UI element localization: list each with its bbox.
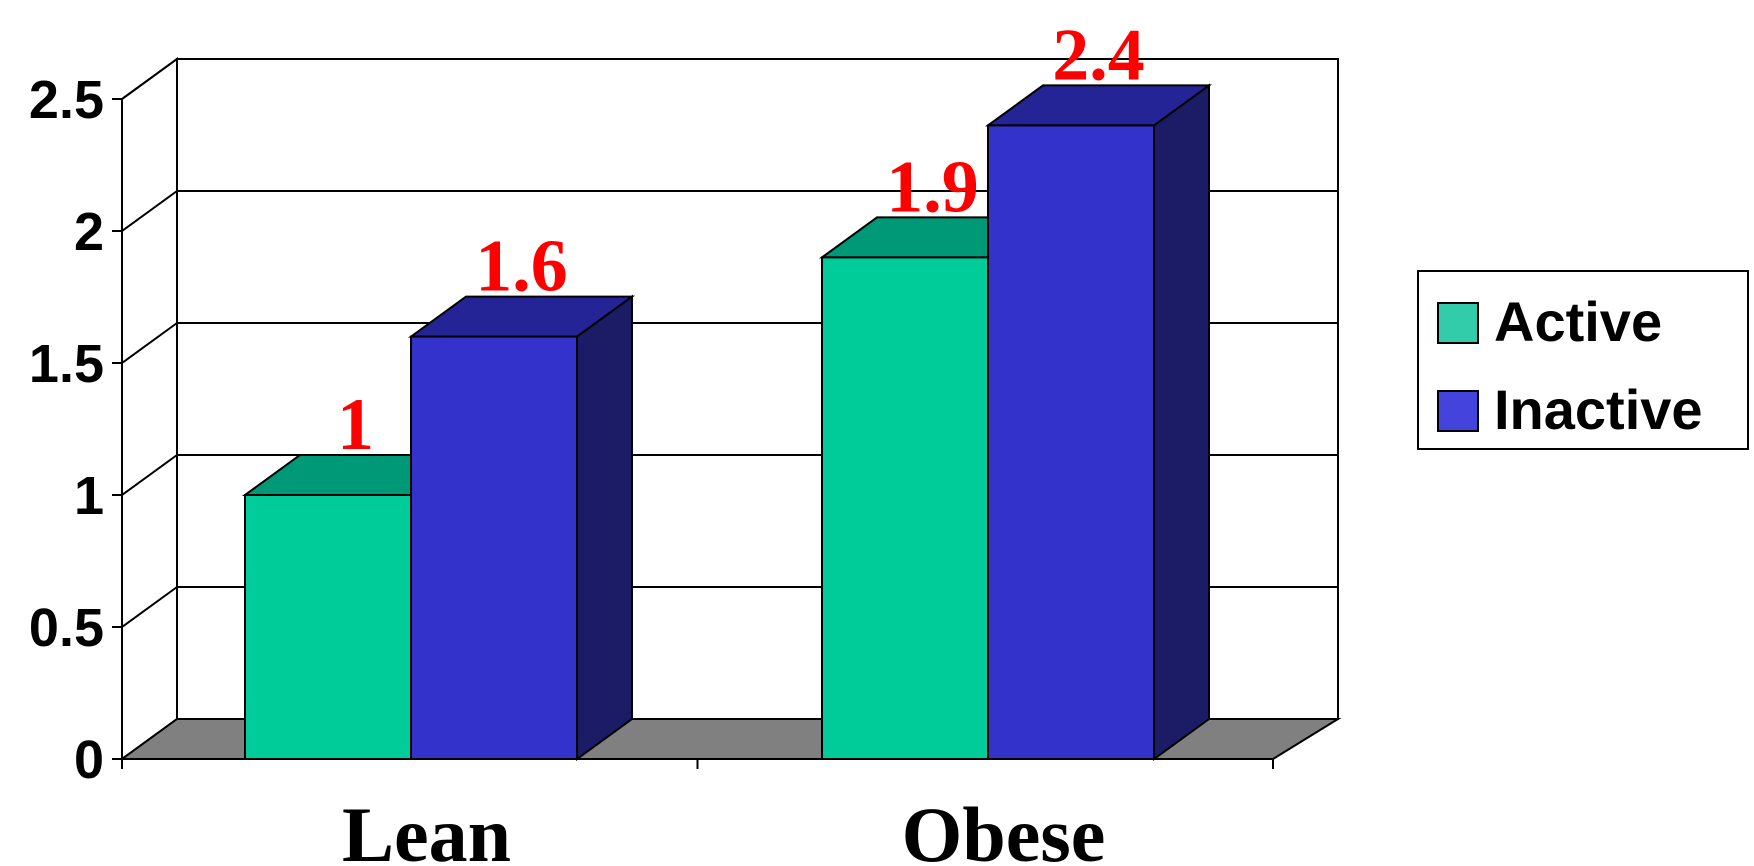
gridline-side bbox=[121, 322, 178, 364]
gridline-side bbox=[121, 454, 178, 496]
gridline-side bbox=[121, 190, 178, 232]
category-label-obese: Obese bbox=[902, 791, 1106, 866]
y-tick-label: 0.5 bbox=[29, 598, 104, 658]
legend-label-active: Active bbox=[1494, 290, 1662, 353]
data-label: 1.6 bbox=[475, 226, 568, 308]
legend-swatch-active bbox=[1437, 302, 1479, 344]
gridline-side bbox=[121, 58, 178, 100]
bar-side-inactive-obese bbox=[1153, 83, 1210, 761]
y-tick-label: 1 bbox=[74, 466, 104, 526]
category-label-lean: Lean bbox=[342, 791, 511, 866]
bar-active-obese bbox=[821, 256, 989, 760]
y-tick-label: 2 bbox=[74, 202, 104, 262]
y-tick-label: 2.5 bbox=[29, 70, 104, 130]
data-label: 1.9 bbox=[886, 146, 979, 228]
gridline-side bbox=[121, 586, 178, 628]
legend-swatch-inactive bbox=[1437, 390, 1479, 432]
bar-side-inactive-lean bbox=[576, 294, 633, 761]
y-tick-label: 0 bbox=[74, 730, 104, 790]
data-labels: 1 1.6 1.9 2.4 bbox=[337, 14, 1145, 466]
category-labels: Lean Obese bbox=[342, 791, 1105, 866]
data-label: 2.4 bbox=[1052, 14, 1145, 96]
legend: Active Inactive bbox=[1417, 270, 1749, 450]
y-tick-label: 1.5 bbox=[29, 334, 104, 394]
data-label: 1 bbox=[337, 384, 374, 466]
bar-active-lean bbox=[244, 494, 412, 760]
bars bbox=[241, 83, 1213, 761]
bar-inactive-lean bbox=[410, 335, 578, 760]
side-wall bbox=[121, 57, 178, 761]
bar-inactive-obese bbox=[987, 124, 1155, 760]
legend-label-inactive: Inactive bbox=[1494, 378, 1703, 441]
